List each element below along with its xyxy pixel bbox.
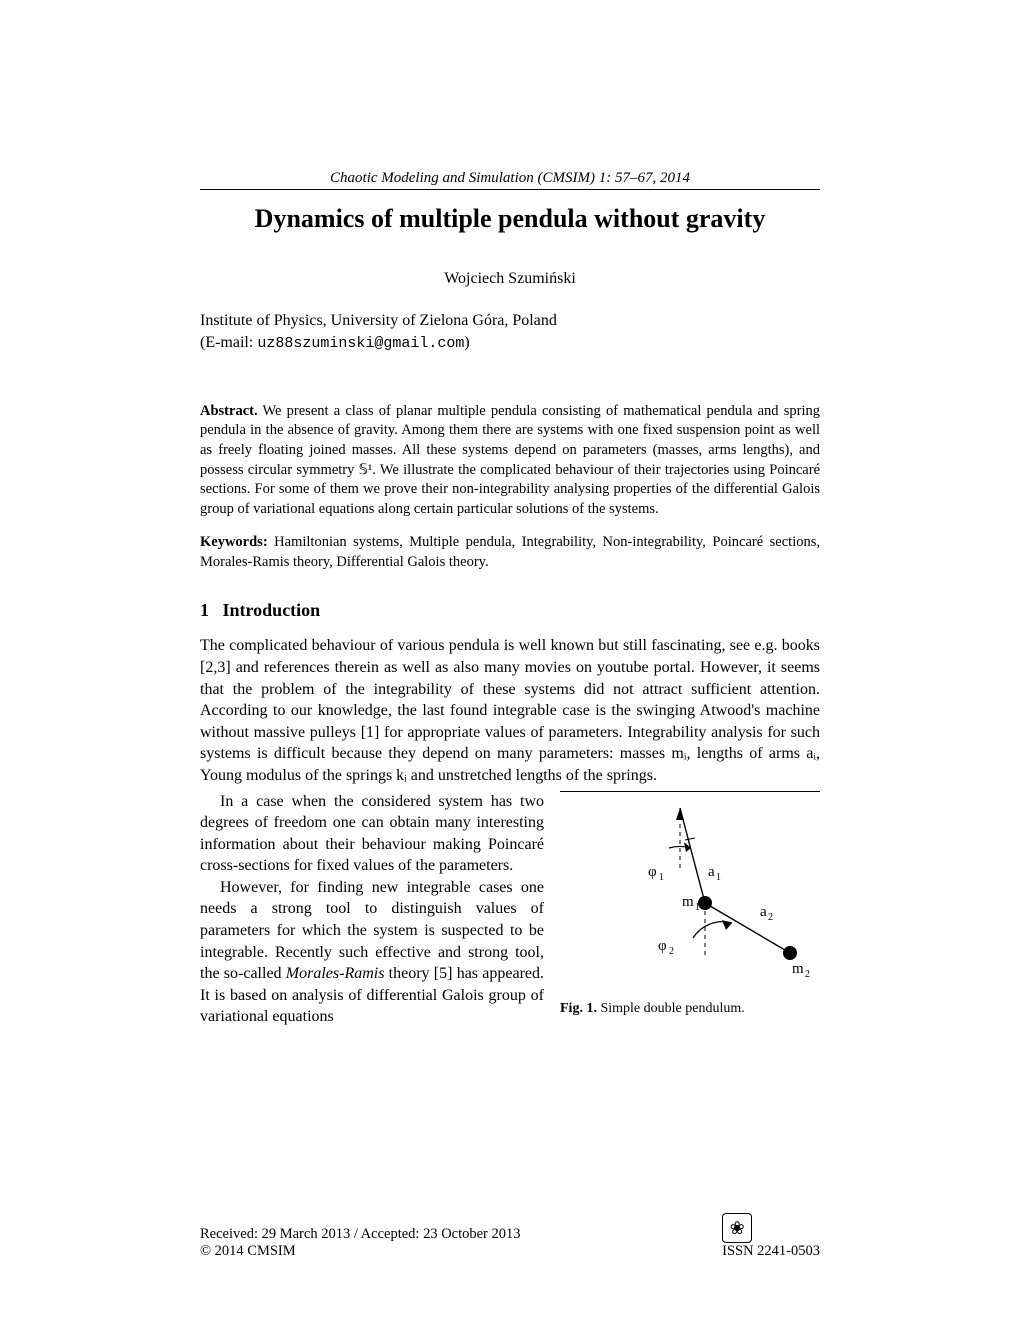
affiliation-institute: Institute of Physics, University of Ziel… bbox=[200, 310, 820, 332]
svg-text:1: 1 bbox=[659, 872, 664, 883]
email-prefix: (E-mail: bbox=[200, 334, 257, 351]
section-title: Introduction bbox=[223, 600, 321, 620]
author-email: uz88szuminski@gmail.com bbox=[257, 335, 464, 352]
issn: ISSN 2241-0503 bbox=[722, 1243, 820, 1260]
intro-paragraph-1: The complicated behaviour of various pen… bbox=[200, 635, 820, 786]
section-heading: 1 Introduction bbox=[200, 600, 820, 621]
intro-paragraph-2: In a case when the considered system has… bbox=[200, 791, 544, 877]
received-accepted: Received: 29 March 2013 / Accepted: 23 O… bbox=[200, 1226, 521, 1243]
figure-caption-label: Fig. 1. bbox=[560, 1001, 597, 1016]
abstract-block: Abstract. We present a class of planar m… bbox=[200, 402, 820, 519]
svg-text:2: 2 bbox=[669, 946, 674, 957]
email-suffix: ) bbox=[464, 334, 469, 351]
author-name: Wojciech Szumiński bbox=[200, 270, 820, 288]
svg-text:1: 1 bbox=[695, 902, 700, 913]
label-a1: a bbox=[708, 864, 715, 880]
abstract-label: Abstract. bbox=[200, 403, 258, 419]
affiliation-email-line: (E-mail: uz88szuminski@gmail.com) bbox=[200, 332, 820, 354]
body-text: The complicated behaviour of various pen… bbox=[200, 635, 820, 1028]
intro-paragraph-3: However, for finding new integrable case… bbox=[200, 877, 544, 1028]
keywords-block: Keywords: Hamiltonian systems, Multiple … bbox=[200, 533, 820, 572]
keywords-text: Hamiltonian systems, Multiple pendula, I… bbox=[200, 534, 820, 570]
section-number: 1 bbox=[200, 600, 209, 620]
footer-left: Received: 29 March 2013 / Accepted: 23 O… bbox=[200, 1226, 521, 1260]
publisher-logo-icon: ❀ bbox=[722, 1213, 752, 1243]
abstract-text: We present a class of planar multiple pe… bbox=[200, 403, 820, 517]
keywords-label: Keywords: bbox=[200, 534, 268, 550]
figure-1-diagram: φ 1 a 1 m 1 a 2 φ 2 m 2 bbox=[560, 791, 820, 995]
label-m1: m bbox=[682, 894, 694, 910]
label-a2: a bbox=[760, 904, 767, 920]
copyright-line: © 2014 CMSIM bbox=[200, 1243, 521, 1260]
label-phi2: φ bbox=[658, 938, 667, 954]
figure-caption-text: Simple double pendulum. bbox=[597, 1001, 745, 1016]
paper-title: Dynamics of multiple pendula without gra… bbox=[200, 204, 820, 234]
intro-paragraph-3-text: However, for finding new integrable case… bbox=[200, 879, 544, 1026]
footer-right: ❀ ISSN 2241-0503 bbox=[722, 1213, 820, 1260]
label-m2: m bbox=[792, 961, 804, 977]
svg-text:1: 1 bbox=[716, 872, 721, 883]
page-footer: Received: 29 March 2013 / Accepted: 23 O… bbox=[200, 1213, 820, 1260]
svg-text:2: 2 bbox=[805, 969, 810, 980]
figure-1-caption: Fig. 1. Simple double pendulum. bbox=[560, 1000, 820, 1019]
affiliation-block: Institute of Physics, University of Ziel… bbox=[200, 310, 820, 354]
label-phi1: φ bbox=[648, 864, 657, 880]
svg-text:2: 2 bbox=[768, 912, 773, 923]
journal-header: Chaotic Modeling and Simulation (CMSIM) … bbox=[200, 170, 820, 190]
